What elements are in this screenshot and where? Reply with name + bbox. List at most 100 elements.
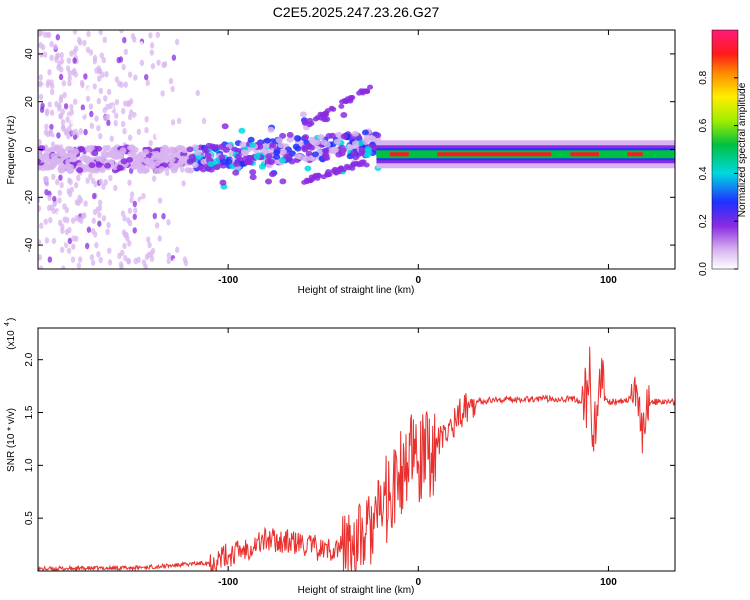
heatmap-noise-cell [108, 102, 113, 110]
heatmap-band-cell [322, 147, 330, 154]
heatmap-band-cell [234, 153, 242, 160]
heatmap-band-cell [191, 144, 199, 151]
heatmap-band-cell [368, 135, 376, 142]
heatmap-noise-cell [152, 212, 157, 220]
heatmap-noise-cell [88, 173, 93, 180]
heatmap-noise-cell [179, 166, 185, 173]
heatmap-noise-cell [107, 247, 112, 254]
heatmap-noise-cell [59, 181, 64, 189]
heatmap-noise-cell [155, 132, 160, 139]
heatmap-noise-cell [182, 256, 188, 263]
heatmap-noise-cell [148, 139, 153, 147]
heatmap-noise-cell [74, 199, 79, 206]
heatmap-noise-cell [46, 37, 51, 44]
heatmap-noise-cell [47, 95, 52, 103]
heatmap-band-cell [346, 144, 354, 151]
heatmap-noise-cell [101, 56, 107, 64]
heatmap-branch-cell [354, 161, 361, 167]
heatmap-band-cell [277, 142, 285, 149]
heatmap-band-cell [302, 134, 310, 141]
heatmap-noise-cell [120, 249, 125, 257]
heatmap-noise-cell [54, 53, 60, 61]
heatmap-band-cell [248, 141, 256, 148]
heatmap-noise-cell [139, 41, 144, 48]
heatmap-band-cell [204, 152, 212, 159]
heatmap-noise-cell [133, 74, 138, 81]
heatmap-noise-cell [46, 31, 52, 39]
heatmap-noise-cell [86, 226, 92, 233]
heatmap-noise-cell [97, 75, 102, 82]
heatmap-noise-cell [175, 246, 180, 254]
heatmap-noise-cell [49, 79, 54, 86]
heatmap-noise-cell [66, 247, 72, 254]
heatmap-noise-cell [85, 95, 91, 102]
heatmap-noise-cell [122, 128, 127, 135]
heatmap-noise-cell [38, 265, 44, 269]
heatmap-noise-cell [170, 85, 175, 93]
heatmap-band-cell [288, 158, 296, 165]
heatmap-noise-cell [67, 79, 72, 87]
heatmap-noise-cell [82, 39, 87, 47]
heatmap-noise-cell [82, 212, 87, 219]
heatmap-noise-cell [96, 124, 101, 132]
heatmap-noise-cell [47, 194, 52, 202]
heatmap-noise-cell [70, 217, 76, 224]
snr-y-tick-label: 0.5 [24, 511, 35, 525]
heatmap-noise-cell [61, 125, 66, 132]
heatmap-band-cell [265, 178, 273, 185]
heatmap-noise-cell [144, 116, 149, 123]
heatmap-noise-cell [97, 211, 102, 219]
heatmap-noise-cell [62, 253, 67, 260]
heatmap-noise-cell [97, 204, 103, 212]
heatmap-noise-cell [164, 226, 169, 233]
heatmap-noise-cell [90, 259, 96, 266]
heatmap-band-cell [279, 132, 287, 139]
heatmap-band-cell [239, 141, 247, 148]
heatmap-noise-cell [77, 216, 82, 223]
heatmap-band-cell [232, 169, 240, 176]
heatmap-noise-cell [156, 59, 161, 66]
heatmap-noise-cell [127, 179, 132, 186]
heatmap-noise-cell [80, 104, 86, 111]
heatmap-noise-cell [77, 256, 83, 263]
heatmap-noise-cell [55, 178, 60, 186]
heatmap-noise-cell [67, 74, 72, 82]
heatmap-noise-cell [58, 113, 63, 120]
heatmap-band-cell [168, 156, 176, 163]
heatmap-noise-cell [151, 175, 157, 182]
heatmap-band-cell [199, 166, 207, 173]
heatmap-noise-cell [71, 235, 76, 242]
heatmap-band-cell [340, 111, 348, 118]
heatmap-noise-cell [155, 88, 160, 96]
heatmap-noise-cell [42, 51, 48, 58]
heatmap-carrier-peak [437, 152, 552, 157]
heatmap-band-cell [361, 129, 369, 136]
heatmap-noise-cell [69, 186, 75, 193]
heatmap-noise-cell [92, 54, 98, 62]
heatmap-noise-cell [113, 184, 118, 192]
heatmap-x-tick-label: 100 [600, 275, 617, 286]
heatmap-noise-cell [89, 110, 94, 118]
heatmap-band-cell [186, 146, 194, 153]
heatmap-noise-cell [52, 195, 57, 203]
heatmap-band-cell [150, 154, 158, 161]
heatmap-noise-cell [127, 240, 132, 247]
heatmap-band-cell [176, 161, 184, 168]
heatmap-noise-cell [38, 41, 43, 49]
heatmap-band-cell [311, 151, 319, 158]
heatmap-noise-cell [132, 227, 137, 234]
heatmap-noise-cell [70, 256, 76, 263]
heatmap-band-cell [39, 165, 47, 172]
heatmap-noise-cell [121, 63, 126, 71]
heatmap-noise-cell [120, 120, 126, 128]
snr-x-axis-label: Height of straight line (km) [298, 585, 415, 596]
heatmap-noise-cell [65, 116, 70, 123]
heatmap-band-cell [245, 158, 253, 165]
heatmap-noise-cell [124, 232, 129, 239]
heatmap-noise-cell [171, 54, 177, 61]
heatmap-noise-cell [66, 57, 72, 64]
svg-text:4: 4 [4, 322, 11, 326]
heatmap-noise-cell [166, 219, 171, 226]
heatmap-noise-cell [72, 98, 78, 105]
heatmap-noise-cell [38, 30, 42, 37]
